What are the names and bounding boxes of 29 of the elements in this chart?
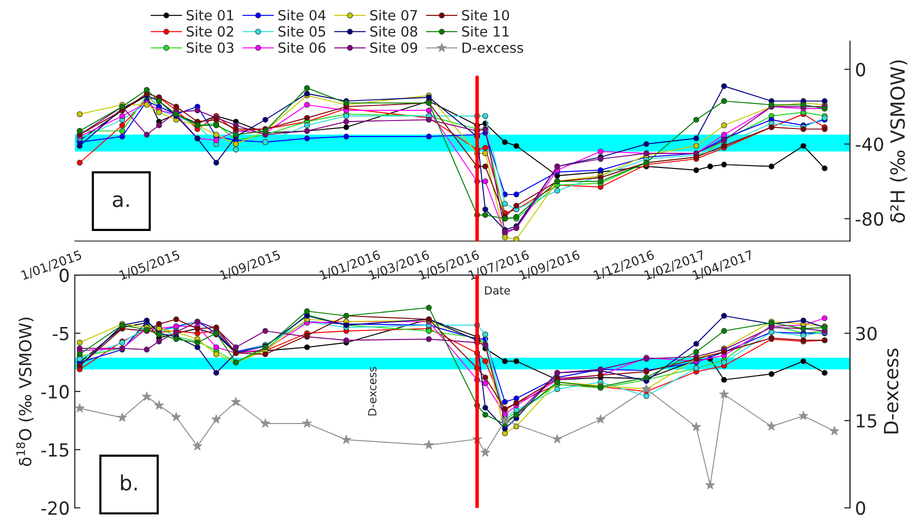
y-tick-label: -20 [41, 501, 69, 515]
legend-label: Site 10 [462, 10, 510, 20]
y-tick-label: -15 [41, 443, 68, 457]
legend-label: Site 03 [186, 42, 234, 53]
y2-tick-label: 15 [856, 414, 876, 428]
annotation: Date [485, 286, 510, 295]
legend-label: Site 05 [278, 26, 326, 37]
y-tick-label: -10 [41, 384, 69, 399]
legend-label: Site 01 [186, 10, 234, 20]
legend-label: Site 09 [370, 42, 418, 53]
y-tick-label: -5 [52, 326, 68, 340]
y2-axis-title: δ²H (‰ VSMOW) [890, 60, 908, 223]
y2-tick-label: 0 [856, 501, 866, 515]
y2-tick-label: 0 [856, 62, 866, 76]
legend-label: Site 04 [278, 10, 326, 20]
annotation: D-excess [368, 366, 376, 416]
y2-axis-title: D-excess [884, 348, 898, 434]
annotation: b. [121, 474, 137, 491]
y-axis-title: δ$^{18}$O (‰ VSMOW) [16, 318, 34, 466]
legend-label: Site 02 [186, 26, 234, 37]
y2-tick-label: -40 [856, 137, 884, 152]
legend-label: D-excess [462, 42, 524, 53]
legend-label: Site 08 [370, 26, 418, 37]
legend-label: Site 06 [278, 42, 326, 53]
y2-tick-label: -80 [856, 212, 884, 226]
legend-label: Site 11 [462, 26, 509, 37]
y2-tick-label: 30 [856, 326, 877, 340]
legend-label: Site 07 [370, 10, 417, 20]
annotation: a. [112, 195, 129, 208]
